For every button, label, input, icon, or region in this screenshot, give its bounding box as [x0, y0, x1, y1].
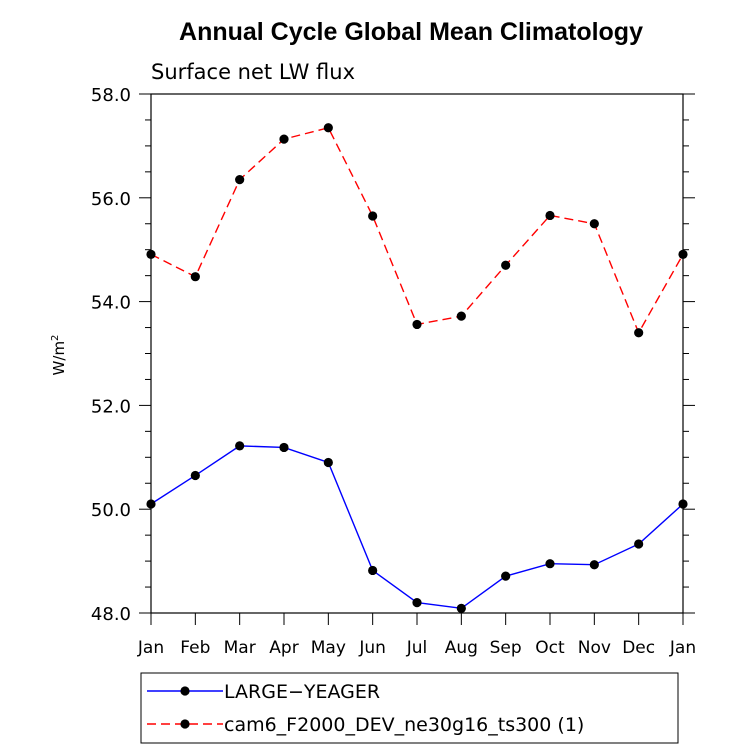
x-tick-label: May [311, 638, 346, 658]
data-point [456, 311, 466, 321]
series-1 [146, 123, 688, 338]
legend-label: cam6_F2000_DEV_ne30g16_ts300 (1) [224, 714, 584, 736]
legend-label: LARGE−YEAGER [224, 681, 380, 703]
series-line [150, 126, 684, 335]
legend: LARGE−YEAGER cam6_F2000_DEV_ne30g16_ts300… [140, 672, 679, 744]
data-point [368, 211, 378, 221]
data-point [545, 210, 555, 221]
chart-title: Annual Cycle Global Mean Climatology [179, 18, 643, 46]
x-tick-label: Oct [535, 638, 565, 658]
chart-subtitle: Surface net LW flux [151, 60, 355, 84]
legend-item: LARGE−YEAGER [147, 681, 380, 703]
x-tick-label: Feb [180, 638, 210, 658]
data-point [678, 249, 688, 259]
x-tick-label: Jan [669, 638, 696, 658]
data-point [545, 559, 555, 569]
y-tick-label: 48.0 [91, 604, 131, 625]
data-point [501, 260, 511, 270]
axes: 48.0 50.0 52.0 54.0 56.0 58.0 Jan Feb Mar Apr May J… [91, 85, 696, 658]
y-axis-label: W/m2 [50, 335, 68, 376]
series-0 [146, 441, 688, 613]
y-tick-label: 52.0 [91, 396, 131, 417]
data-point [146, 499, 156, 509]
y-tick-label: 50.0 [91, 500, 131, 521]
y-tick-label: 58.0 [91, 85, 131, 106]
data-point [634, 328, 644, 338]
data-point [190, 470, 200, 481]
x-tick-label: Nov [578, 638, 611, 658]
legend-marker [180, 686, 190, 696]
x-tick-label: Jul [406, 638, 428, 658]
data-point [279, 134, 289, 144]
x-tick-label: Apr [269, 638, 298, 658]
data-point [235, 175, 245, 185]
legend-marker [180, 719, 190, 729]
data-point [589, 560, 599, 570]
data-point [235, 441, 245, 451]
data-point [634, 539, 644, 549]
x-tick-label: Dec [622, 638, 655, 658]
data-point [501, 571, 511, 581]
data-point [323, 123, 333, 133]
data-point [456, 603, 466, 613]
y-axis-label-text: W/m [50, 341, 68, 376]
plot-frame [150, 93, 684, 614]
series-layer [146, 123, 688, 613]
legend-item: cam6_F2000_DEV_ne30g16_ts300 (1) [147, 714, 584, 736]
data-point [589, 219, 599, 229]
x-tick-label: Mar [224, 638, 256, 658]
x-tick-label: Aug [445, 638, 478, 658]
data-point [412, 319, 422, 330]
x-tick-label: Jan [137, 638, 164, 658]
data-point [279, 442, 289, 453]
series-line [150, 445, 684, 610]
data-point [412, 598, 422, 608]
y-axis-label-superscript: 2 [50, 335, 61, 341]
x-tick-label: Sep [490, 638, 522, 658]
data-point [323, 457, 333, 468]
data-point [678, 499, 688, 509]
legend-box [140, 672, 679, 744]
data-point [146, 249, 156, 259]
y-tick-label: 54.0 [91, 293, 131, 314]
data-point [368, 565, 378, 576]
x-tick-label: Jun [358, 638, 386, 658]
y-tick-label: 56.0 [91, 189, 131, 210]
data-point [190, 272, 200, 282]
